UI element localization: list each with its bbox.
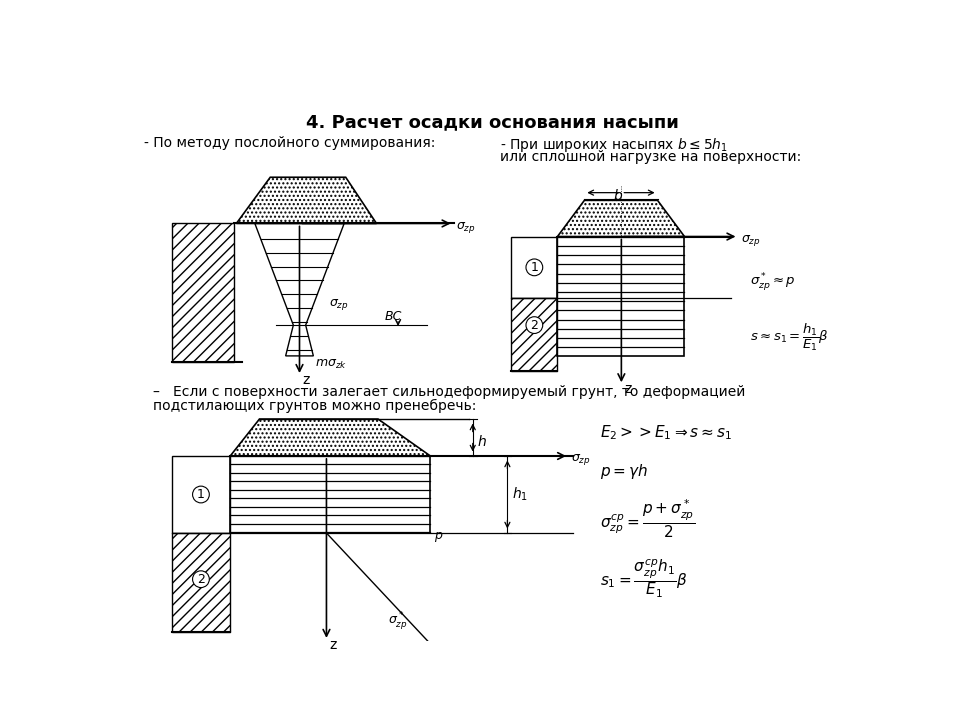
Text: $\sigma^{cp}_{zp} = \dfrac{p + \sigma^*_{zp}}{2}$: $\sigma^{cp}_{zp} = \dfrac{p + \sigma^*_… <box>600 498 695 541</box>
Text: $m\sigma_{zk}$: $m\sigma_{zk}$ <box>315 359 347 372</box>
Bar <box>512 298 558 372</box>
Text: z: z <box>329 638 337 652</box>
Text: z: z <box>302 373 310 387</box>
Text: 1: 1 <box>197 488 204 501</box>
Text: 4. Расчет осадки основания насыпи: 4. Расчет осадки основания насыпи <box>305 113 679 131</box>
Text: z: z <box>624 382 632 396</box>
Text: –   Если с поверхности залегает сильнодеформируемый грунт, то деформацией: – Если с поверхности залегает сильнодефо… <box>154 385 746 399</box>
Text: $E_2 >> E_1 \Rightarrow s \approx s_1$: $E_2 >> E_1 \Rightarrow s \approx s_1$ <box>600 423 732 442</box>
Text: b: b <box>613 189 622 203</box>
Text: $\sigma^*_{zp} \approx p$: $\sigma^*_{zp} \approx p$ <box>750 271 796 293</box>
Text: p: p <box>434 529 443 542</box>
Bar <box>173 223 234 362</box>
Text: $h_1$: $h_1$ <box>512 486 528 503</box>
Polygon shape <box>236 177 376 223</box>
Text: 1: 1 <box>531 261 539 274</box>
Text: $s \approx s_1 = \dfrac{h_1}{E_1}\beta$: $s \approx s_1 = \dfrac{h_1}{E_1}\beta$ <box>750 321 828 353</box>
Bar <box>512 237 558 298</box>
Polygon shape <box>254 223 344 356</box>
Text: BC: BC <box>384 310 401 323</box>
Text: $s_1 = \dfrac{\sigma^{cp}_{zp} h_1}{E_1}\beta$: $s_1 = \dfrac{\sigma^{cp}_{zp} h_1}{E_1}… <box>600 557 687 600</box>
Text: подстилающих грунтов можно пренебречь:: подстилающих грунтов можно пренебречь: <box>154 399 476 413</box>
Text: $p = \gamma h$: $p = \gamma h$ <box>600 462 648 481</box>
Polygon shape <box>558 200 684 237</box>
Polygon shape <box>230 419 430 456</box>
Text: 2: 2 <box>197 572 204 585</box>
Text: $\sigma_{zp}$: $\sigma_{zp}$ <box>456 220 475 235</box>
Text: 2: 2 <box>531 318 539 332</box>
Text: или сплошной нагрузке на поверхности:: или сплошной нагрузке на поверхности: <box>500 150 801 164</box>
Text: h: h <box>477 435 486 449</box>
Text: $\sigma_{zp}$: $\sigma_{zp}$ <box>571 452 591 467</box>
Text: - При широких насыпях $b\leq5h_1$: - При широких насыпях $b\leq5h_1$ <box>500 137 728 155</box>
Text: - По методу послойного суммирования:: - По методу послойного суммирования: <box>144 137 435 150</box>
Text: $\sigma^*_{zp}$: $\sigma^*_{zp}$ <box>388 610 408 632</box>
Text: $\sigma_{zp}$: $\sigma_{zp}$ <box>328 297 348 312</box>
Bar <box>173 533 230 631</box>
Bar <box>173 456 230 533</box>
Text: $\sigma_{zp}$: $\sigma_{zp}$ <box>741 233 760 248</box>
